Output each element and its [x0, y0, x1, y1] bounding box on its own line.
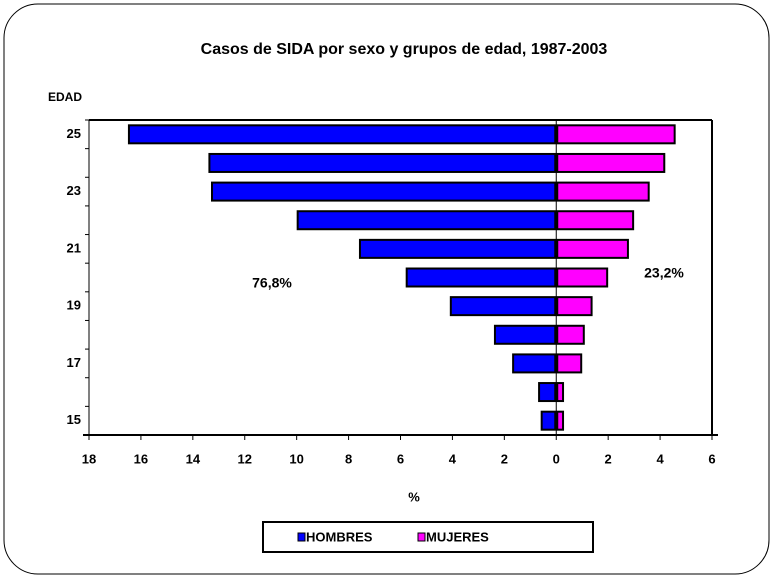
legend-label: HOMBRES — [306, 529, 373, 544]
bar — [558, 154, 664, 171]
bar — [558, 326, 583, 343]
x-tick-label: 4 — [449, 451, 457, 466]
y-tick-label: 21 — [67, 240, 81, 255]
bar — [407, 269, 555, 286]
bar — [213, 183, 555, 200]
x-tick-label: 10 — [289, 451, 303, 466]
bar — [558, 412, 563, 429]
legend-swatch — [297, 532, 306, 542]
y-tick-label: 19 — [67, 298, 81, 313]
y-tick-label: 23 — [67, 183, 81, 198]
legend — [262, 521, 594, 553]
bar — [495, 326, 555, 343]
bar — [298, 212, 555, 229]
bar — [558, 355, 581, 372]
bar — [558, 269, 607, 286]
y-tick-label: 17 — [67, 355, 81, 370]
legend-label: MUJERES — [426, 529, 489, 544]
annotation: 76,8% — [252, 275, 292, 291]
bar — [514, 355, 555, 372]
bar — [451, 298, 555, 315]
x-tick-label: 12 — [238, 451, 252, 466]
bar — [129, 126, 555, 143]
bar — [540, 384, 555, 401]
bar — [360, 240, 555, 257]
frame — [3, 3, 770, 575]
bar — [558, 240, 627, 257]
x-tick-label: 8 — [345, 451, 352, 466]
annotation: 23,2% — [644, 265, 684, 281]
legend-swatch — [417, 532, 426, 542]
x-axis-label: % — [408, 489, 420, 504]
bar — [558, 183, 648, 200]
bar — [558, 298, 591, 315]
bar — [210, 154, 555, 171]
chart-title: Casos de SIDA por sexo y grupos de edad,… — [201, 41, 608, 58]
bar — [542, 412, 555, 429]
bar — [558, 384, 563, 401]
bar — [558, 212, 633, 229]
y-tick-label: 25 — [67, 126, 81, 141]
x-tick-label: 14 — [186, 451, 201, 466]
y-axis-label: EDAD — [48, 90, 82, 104]
x-tick-label: 6 — [397, 451, 404, 466]
x-tick-label: 2 — [605, 451, 612, 466]
x-tick-label: 18 — [82, 451, 96, 466]
y-tick-label: 15 — [67, 412, 81, 427]
x-tick-label: 16 — [134, 451, 148, 466]
x-tick-label: 6 — [708, 451, 715, 466]
bar — [558, 126, 674, 143]
x-tick-label: 0 — [553, 451, 560, 466]
x-tick-label: 2 — [501, 451, 508, 466]
x-tick-label: 4 — [656, 451, 664, 466]
